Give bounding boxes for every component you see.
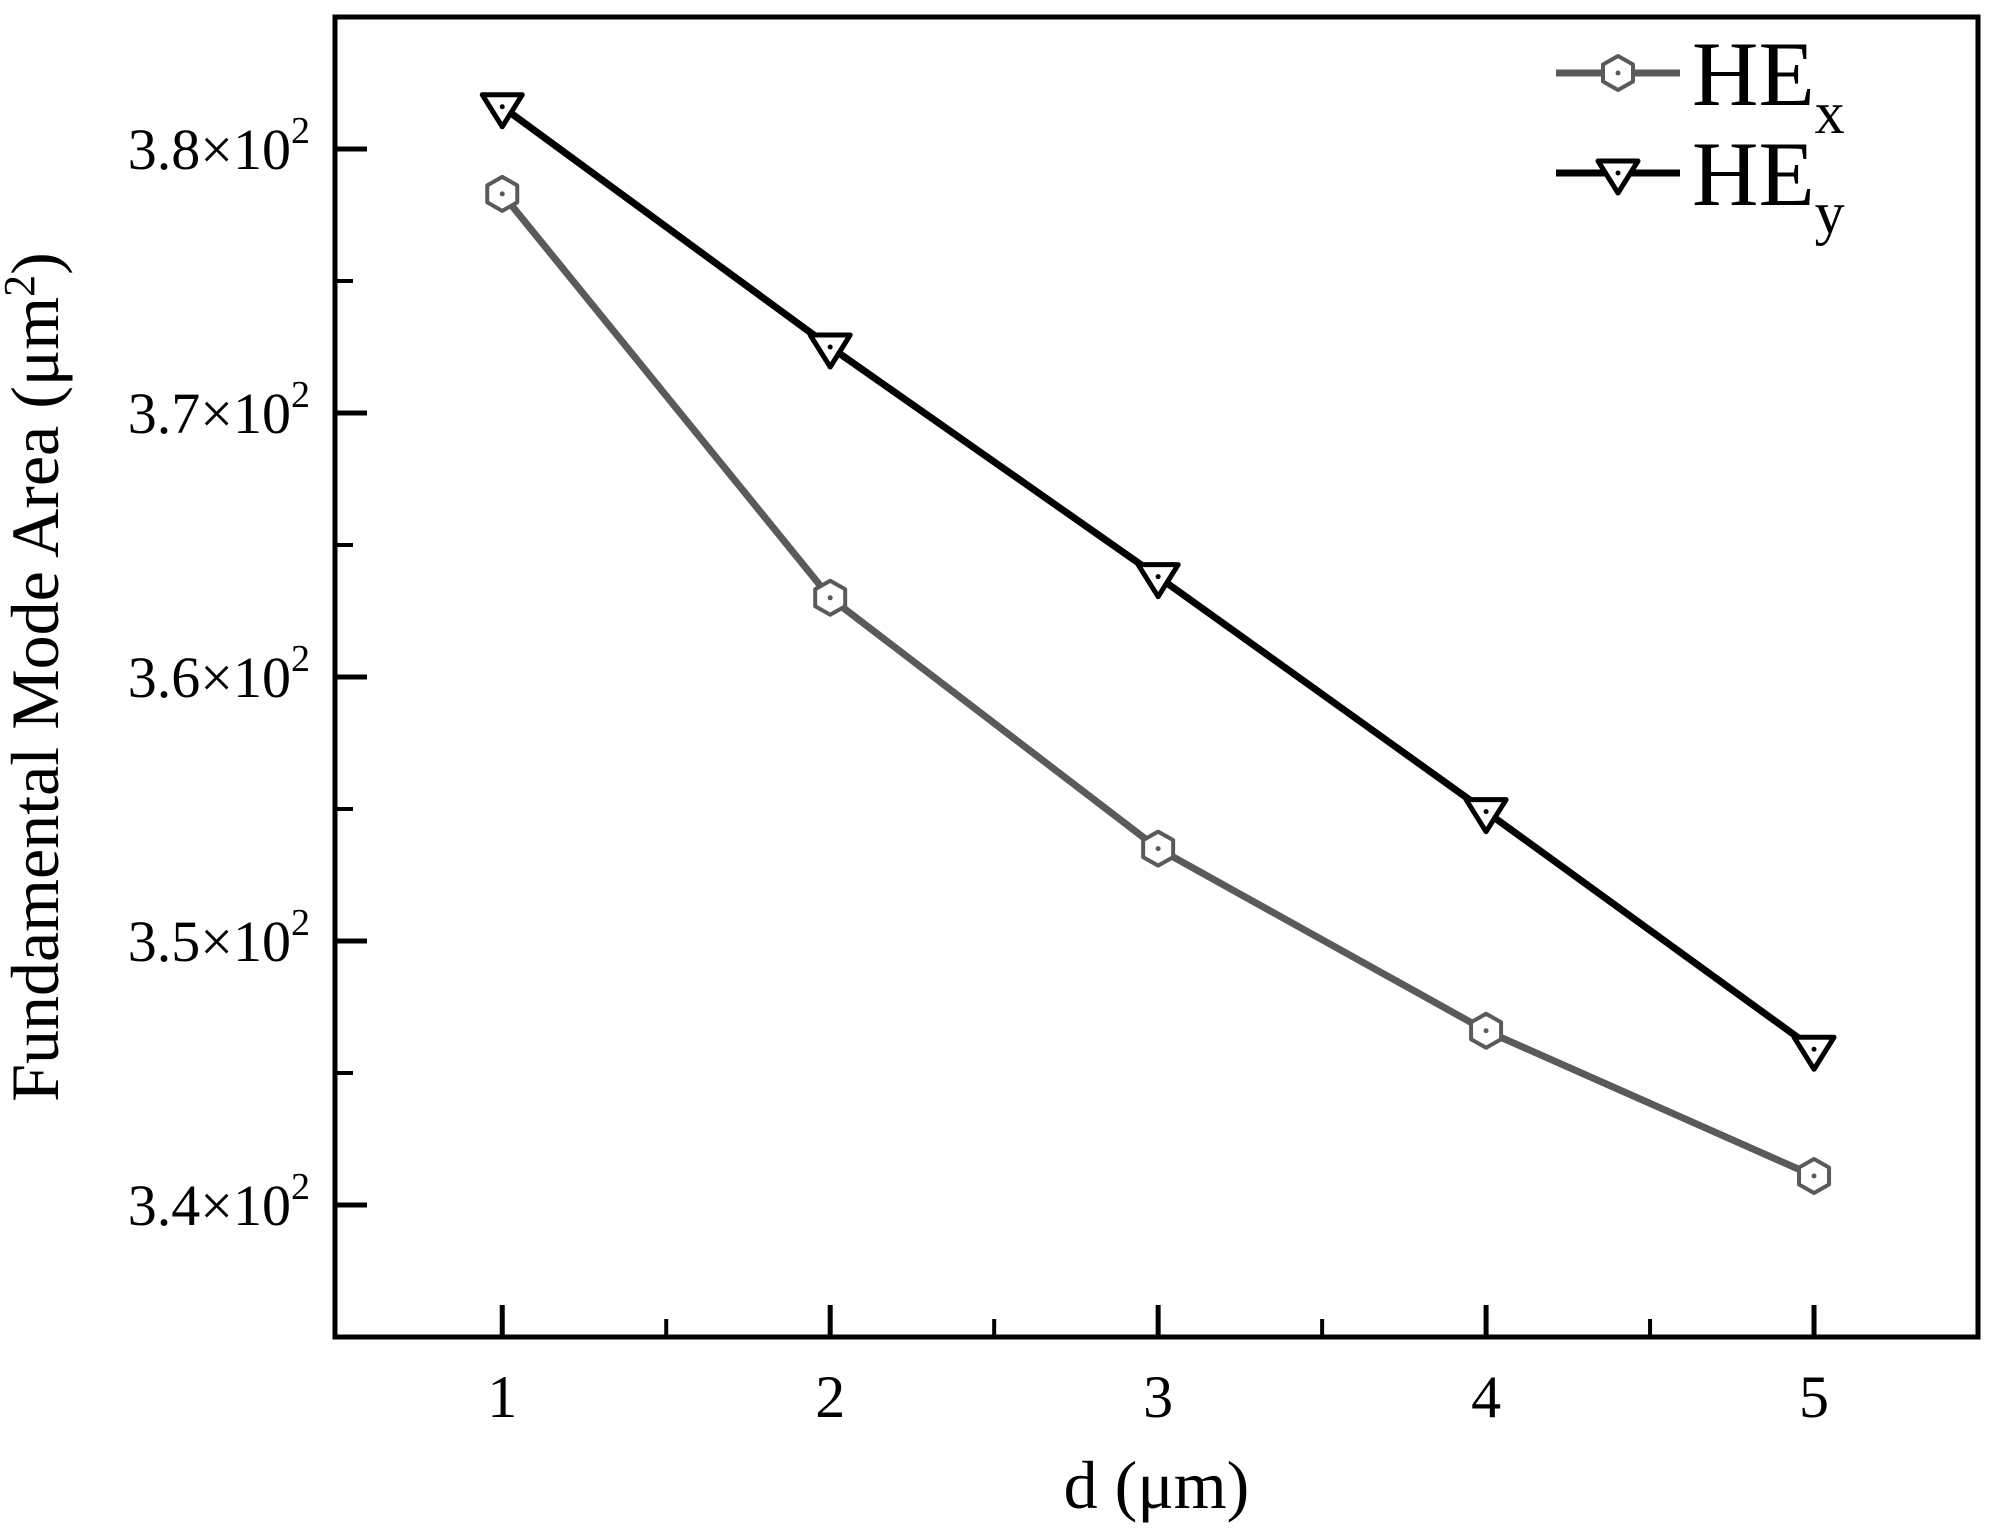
triangle-down-marker-icon xyxy=(1135,562,1181,600)
y-axis-tick-label: 3.7×102 xyxy=(128,374,310,446)
triangle-down-marker-icon xyxy=(1463,797,1509,835)
x-axis-tick-label: 1 xyxy=(487,1364,517,1430)
y-axis-tick-label: 3.4×102 xyxy=(128,1166,310,1238)
triangle-down-marker-icon xyxy=(807,332,853,370)
triangle-down-marker-icon xyxy=(1791,1034,1837,1072)
x-axis-label: d (μm) xyxy=(1064,1447,1250,1523)
hexagon-marker-icon xyxy=(1601,54,1635,92)
y-axis-label: Fundamental Mode Area (μm2) xyxy=(0,252,73,1102)
legend-item-HEx: HEx xyxy=(1556,23,1845,146)
hexagon-marker-icon xyxy=(813,578,848,617)
x-axis-tick-label: 2 xyxy=(815,1364,845,1430)
y-axis-tick-label: 3.5×102 xyxy=(128,902,310,974)
x-axis-tick-label: 4 xyxy=(1471,1364,1501,1430)
triangle-down-marker-icon xyxy=(1595,158,1641,196)
series-markers-HEy xyxy=(479,92,1837,1072)
x-axis-tick-label: 5 xyxy=(1799,1364,1829,1430)
legend-label: HEy xyxy=(1692,123,1845,246)
triangle-down-marker-icon xyxy=(479,92,525,130)
legend-label: HEx xyxy=(1692,23,1845,146)
hexagon-marker-icon xyxy=(1141,829,1176,868)
x-axis: 1 2 3 4 5 xyxy=(487,1305,1829,1430)
y-axis: 3.4×102 3.5×102 3.6×102 3.7×102 3.8×102 xyxy=(128,110,367,1238)
y-axis-tick-label: 3.6×102 xyxy=(128,638,310,710)
hexagon-marker-icon xyxy=(1469,1011,1504,1050)
series-markers-HEx xyxy=(485,174,1832,1195)
x-axis-tick-label: 3 xyxy=(1143,1364,1173,1430)
legend-item-HEy: HEy xyxy=(1556,123,1845,246)
hexagon-marker-icon xyxy=(1797,1156,1832,1195)
y-axis-tick-label: 3.8×102 xyxy=(128,110,310,182)
hexagon-marker-icon xyxy=(485,174,520,213)
